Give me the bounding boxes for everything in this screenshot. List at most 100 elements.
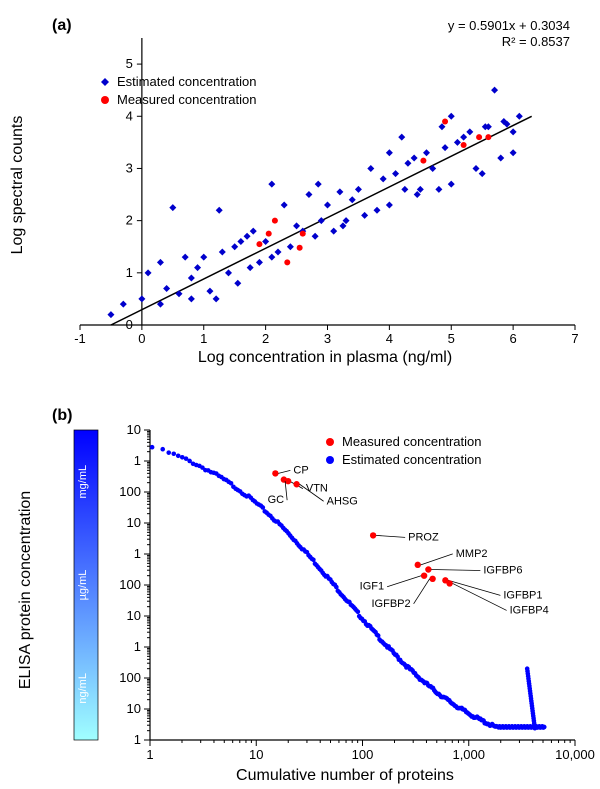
data-point [491, 87, 498, 94]
xtick: 3 [324, 331, 331, 346]
point-label: MMP2 [456, 548, 488, 560]
data-point [231, 243, 238, 250]
data-point [266, 231, 272, 237]
data-point [421, 573, 427, 579]
point-label: IGF1 [360, 581, 384, 593]
data-point [330, 228, 337, 235]
data-point [336, 188, 343, 195]
data-point [374, 207, 381, 214]
point-label: IGFBP1 [503, 589, 542, 601]
data-point [120, 301, 127, 308]
data-point [169, 204, 176, 211]
data-point [398, 134, 405, 141]
data-point [466, 128, 473, 135]
legend-label: Measured concentration [117, 92, 256, 107]
data-point [510, 128, 517, 135]
data-point [101, 78, 109, 86]
data-point [386, 149, 393, 156]
colorbar-label: ng/mL [77, 673, 89, 704]
data-point [171, 451, 176, 456]
legend-marker [326, 456, 334, 464]
xtick: 1 [200, 331, 207, 346]
xtick: 2 [262, 331, 269, 346]
ytick: 100 [119, 670, 141, 685]
data-point [234, 280, 241, 287]
data-point [250, 228, 257, 235]
data-point [272, 218, 278, 224]
data-point [448, 181, 455, 188]
xtick: 1 [146, 747, 153, 762]
eq-line1: y = 0.5901x + 0.3034 [448, 18, 570, 33]
data-point [166, 450, 171, 455]
eq-line2: R² = 0.8537 [502, 34, 570, 49]
panel-b-tag: (b) [52, 407, 72, 424]
data-point [497, 155, 504, 162]
data-point [247, 264, 254, 271]
xtick: -1 [74, 331, 86, 346]
data-point [244, 233, 251, 240]
ytick: 10 [127, 422, 141, 437]
x-label-b: Cumulative number of proteins [236, 767, 454, 784]
label-arrow [448, 580, 500, 595]
data-point [376, 633, 381, 638]
label-arrow [453, 583, 507, 610]
data-point [225, 269, 232, 276]
xtick: 1,000 [452, 747, 485, 762]
ytick: 5 [126, 56, 133, 71]
data-point [284, 259, 290, 265]
point-label: IGFBP2 [372, 598, 411, 610]
ytick: 1 [134, 546, 141, 561]
data-point [420, 158, 426, 164]
point-label: IGFBP6 [483, 565, 522, 577]
data-point [219, 248, 226, 255]
ytick: 10 [127, 701, 141, 716]
data-point [361, 212, 368, 219]
data-point [415, 562, 421, 568]
xtick: 5 [448, 331, 455, 346]
data-point [213, 295, 220, 302]
data-point [176, 290, 183, 297]
data-point [442, 118, 448, 124]
data-point [485, 134, 491, 140]
ytick: 1 [134, 639, 141, 654]
data-point [256, 259, 263, 266]
data-point [516, 113, 523, 120]
legend-label: Estimated concentration [342, 452, 481, 467]
data-point [107, 311, 114, 318]
data-point [256, 241, 262, 247]
legend-marker [326, 438, 334, 446]
ytick: 10 [127, 608, 141, 623]
data-point [176, 453, 181, 458]
ytick: 3 [126, 160, 133, 175]
data-point [425, 566, 431, 572]
data-point [281, 201, 288, 208]
data-point [188, 275, 195, 282]
panel-b-chart: (b) 1101001,00010,0001101001101001101001… [0, 370, 600, 789]
panel-a-tag: (a) [52, 17, 72, 34]
data-point [145, 269, 152, 276]
data-point [188, 295, 195, 302]
data-point [268, 181, 275, 188]
xtick: 6 [510, 331, 517, 346]
xtick: 100 [352, 747, 374, 762]
xtick: 7 [571, 331, 578, 346]
point-label: VTN [306, 483, 328, 495]
colorbar-label: µg/mL [77, 570, 89, 601]
data-point [237, 238, 244, 245]
label-arrow [376, 535, 405, 537]
ytick: 10 [127, 515, 141, 530]
data-point [312, 233, 319, 240]
data-point [411, 155, 418, 162]
data-point [206, 288, 213, 295]
data-point [404, 160, 411, 167]
point-label: CP [293, 464, 308, 476]
data-point [448, 113, 455, 120]
ytick: 1 [126, 265, 133, 280]
label-arrow [387, 576, 421, 587]
label-arrow [421, 554, 453, 565]
point-label: IGFBP4 [510, 604, 549, 616]
xtick: 10 [249, 747, 263, 762]
xtick: 0 [138, 331, 145, 346]
y-label-a: Log spectral counts [9, 116, 26, 255]
data-point [216, 207, 223, 214]
